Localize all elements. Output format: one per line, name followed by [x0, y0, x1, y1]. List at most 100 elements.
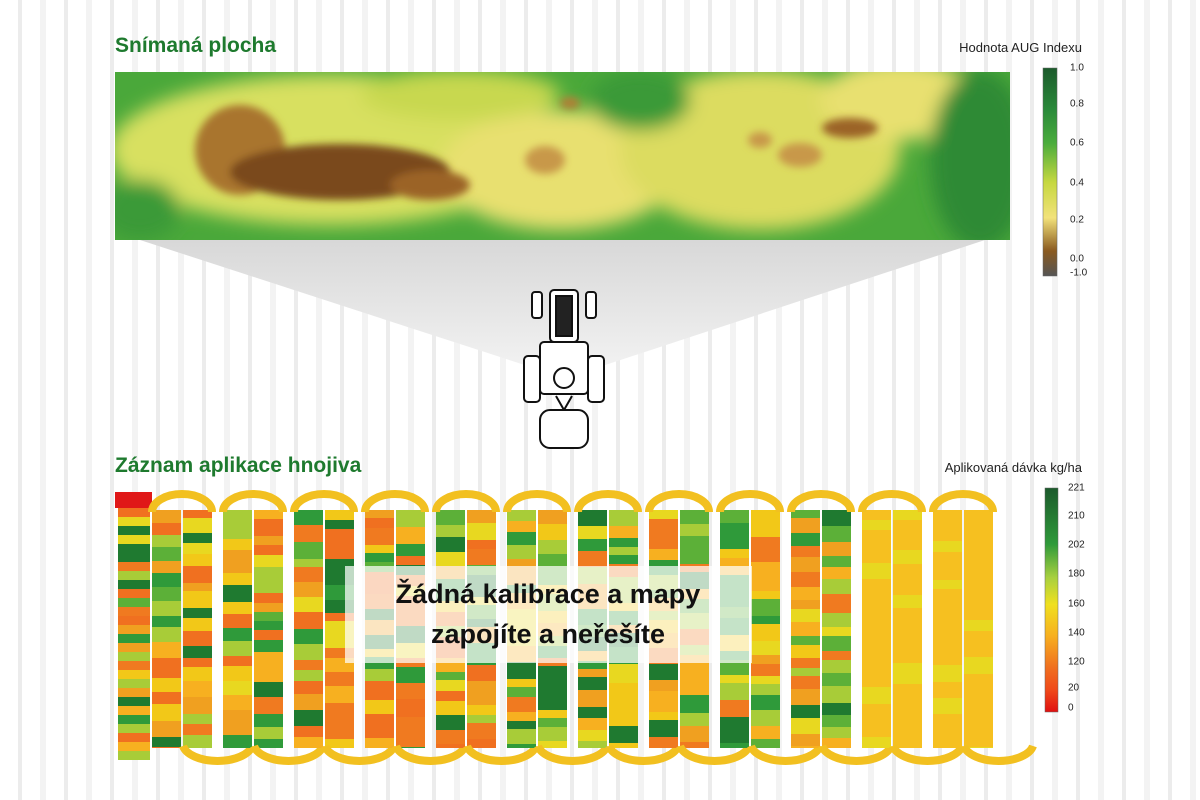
- cell: [751, 562, 780, 580]
- turn: [219, 490, 287, 513]
- cell: [933, 589, 962, 607]
- tick-label: 0.6: [1070, 138, 1084, 149]
- cell: [649, 737, 678, 748]
- tick-label: 140: [1068, 628, 1085, 639]
- cell: [538, 666, 567, 684]
- turn: [321, 744, 398, 765]
- cell: [223, 510, 252, 528]
- tick-label: 20: [1068, 683, 1080, 694]
- cell: [118, 724, 150, 733]
- legend-ticks: 1.0 0.8 0.6 0.4 0.2 0.0 -1.0 221 210 202 180 160 140…: [1068, 63, 1088, 714]
- cell: [294, 510, 323, 528]
- overlay-box: [345, 566, 752, 663]
- cell: [118, 670, 150, 679]
- cell: [223, 550, 252, 568]
- cell: [183, 631, 212, 649]
- cell: [751, 710, 780, 728]
- cell: [294, 582, 323, 600]
- cell: [223, 710, 252, 728]
- cell: [893, 536, 922, 554]
- cell: [862, 530, 891, 548]
- cell: [365, 738, 394, 748]
- cell: [822, 526, 851, 544]
- cell: [152, 678, 181, 696]
- cell: [822, 542, 851, 560]
- cell: [893, 717, 922, 735]
- cell: [223, 695, 252, 713]
- turn: [645, 490, 713, 513]
- turn: [716, 490, 784, 513]
- turn: [463, 744, 540, 765]
- cell: [538, 540, 567, 558]
- turn: [676, 744, 753, 765]
- turn: [534, 744, 611, 765]
- cell: [183, 566, 212, 584]
- cell: [325, 672, 354, 690]
- cell: [152, 547, 181, 565]
- cell: [152, 573, 181, 591]
- cell: [325, 686, 354, 704]
- tick-label: 0.0: [1070, 254, 1084, 265]
- cell: [791, 718, 820, 736]
- cell: [365, 722, 394, 740]
- cell: [507, 744, 536, 748]
- cell: [118, 715, 150, 724]
- top-legend-title: Hodnota AUG Indexu: [959, 40, 1082, 55]
- cell: [436, 537, 465, 555]
- index-map: [115, 72, 1010, 240]
- cell: [152, 747, 181, 748]
- cell: [609, 726, 638, 744]
- cell: [791, 746, 820, 748]
- cell: [964, 697, 993, 715]
- cell: [538, 727, 567, 745]
- cell: [294, 542, 323, 560]
- cell: [294, 597, 323, 615]
- tick-label: 210: [1068, 511, 1085, 522]
- cell: [862, 687, 891, 705]
- cell: [751, 510, 780, 528]
- turn: [432, 490, 500, 513]
- cell: [720, 533, 749, 551]
- cell: [118, 652, 150, 661]
- cell: [964, 510, 993, 528]
- turn: [889, 744, 966, 765]
- cell: [862, 645, 891, 663]
- cell: [933, 641, 962, 659]
- cell: [152, 737, 181, 748]
- cell: [183, 667, 212, 685]
- cell: [538, 510, 567, 528]
- cell: [152, 704, 181, 722]
- cell: [115, 492, 152, 508]
- cell: [862, 628, 891, 646]
- tick-label: 180: [1068, 569, 1085, 580]
- cell: [118, 598, 150, 607]
- cell: [467, 665, 496, 683]
- cell: [933, 615, 962, 633]
- cell: [964, 747, 993, 748]
- tick-label: 0.2: [1070, 215, 1084, 226]
- cell: [436, 701, 465, 719]
- cell: [325, 739, 354, 748]
- cell: [578, 741, 607, 748]
- cell: [118, 634, 150, 643]
- cell: [862, 737, 891, 748]
- cell: [964, 605, 993, 623]
- cell: [436, 730, 465, 748]
- application-map: [115, 490, 1037, 765]
- cell: [467, 549, 496, 567]
- top-title: Snímaná plocha: [115, 34, 276, 57]
- cell: [396, 510, 425, 528]
- cell: [791, 572, 820, 590]
- cell: [720, 660, 749, 678]
- turn: [747, 744, 824, 765]
- cell: [893, 684, 922, 702]
- cell: [649, 664, 678, 682]
- cell: [467, 739, 496, 748]
- cell: [538, 524, 567, 542]
- cell: [118, 616, 150, 625]
- cell: [223, 681, 252, 699]
- cell: [964, 588, 993, 606]
- cell: [964, 657, 993, 675]
- turn: [392, 744, 469, 765]
- cell: [893, 520, 922, 538]
